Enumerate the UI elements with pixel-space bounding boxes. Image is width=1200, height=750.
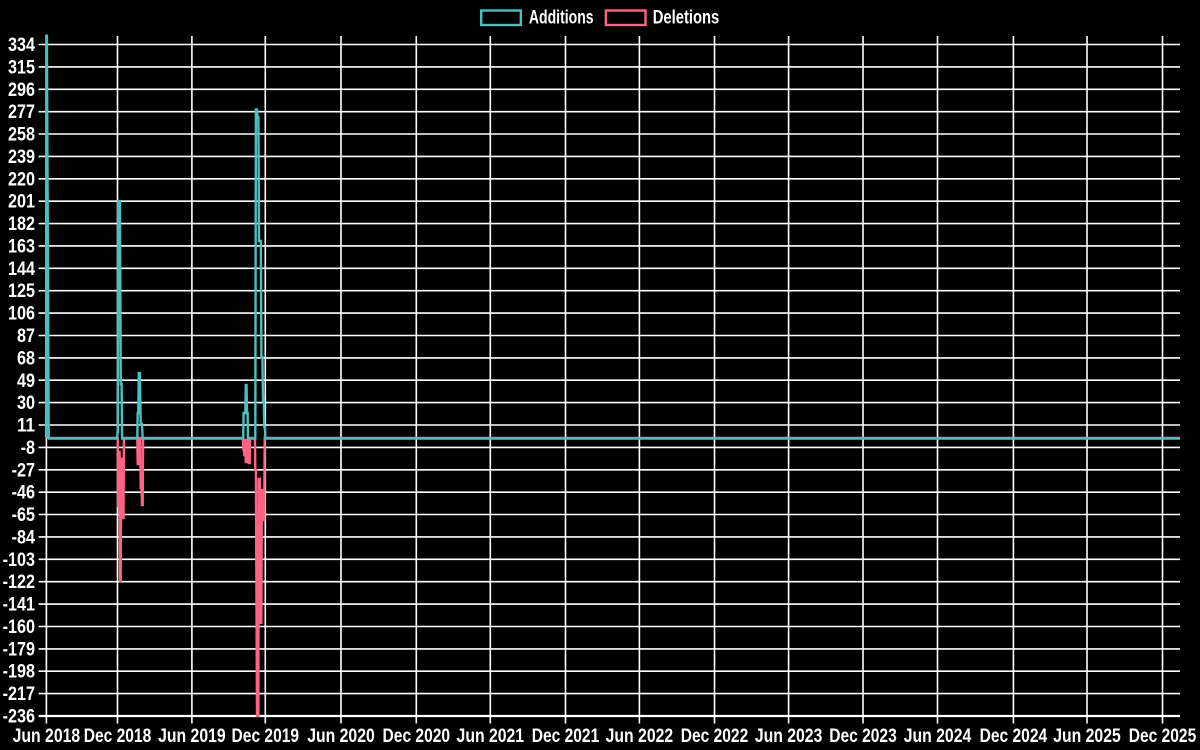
svg-text:125: 125 (8, 281, 35, 302)
svg-text:Deletions: Deletions (653, 8, 720, 29)
svg-text:239: 239 (8, 147, 35, 168)
svg-text:Jun 2022: Jun 2022 (606, 726, 674, 747)
svg-text:144: 144 (8, 259, 35, 280)
svg-text:296: 296 (8, 80, 35, 101)
svg-text:258: 258 (8, 125, 35, 146)
svg-text:Jun 2024: Jun 2024 (904, 726, 972, 747)
svg-text:-198: -198 (3, 662, 35, 683)
svg-text:Jun 2018: Jun 2018 (13, 726, 81, 747)
svg-text:-65: -65 (12, 505, 36, 526)
svg-text:Jun 2019: Jun 2019 (158, 726, 226, 747)
svg-text:163: 163 (8, 236, 35, 257)
svg-text:106: 106 (8, 304, 35, 325)
svg-text:-46: -46 (12, 483, 35, 504)
svg-text:Dec 2019: Dec 2019 (232, 726, 300, 747)
svg-text:-84: -84 (12, 527, 36, 548)
svg-text:Jun 2025: Jun 2025 (1053, 726, 1121, 747)
svg-text:Dec 2024: Dec 2024 (980, 726, 1048, 747)
svg-text:-103: -103 (3, 550, 35, 571)
svg-text:-122: -122 (3, 572, 35, 593)
svg-text:Jun 2020: Jun 2020 (307, 726, 375, 747)
svg-text:201: 201 (8, 192, 35, 213)
svg-text:Dec 2020: Dec 2020 (383, 726, 451, 747)
svg-text:-27: -27 (12, 460, 35, 481)
svg-text:182: 182 (8, 214, 35, 235)
svg-text:-160: -160 (3, 617, 35, 638)
svg-text:Jun 2023: Jun 2023 (755, 726, 823, 747)
svg-text:-236: -236 (3, 707, 35, 728)
svg-text:-179: -179 (3, 639, 35, 660)
svg-text:Dec 2022: Dec 2022 (681, 726, 749, 747)
svg-text:Dec 2021: Dec 2021 (532, 726, 600, 747)
svg-text:315: 315 (8, 57, 35, 78)
svg-text:-141: -141 (3, 595, 36, 616)
svg-text:334: 334 (8, 35, 35, 56)
svg-text:68: 68 (17, 348, 35, 369)
svg-text:277: 277 (8, 102, 35, 123)
svg-text:Dec 2023: Dec 2023 (829, 726, 897, 747)
svg-text:11: 11 (17, 416, 35, 437)
svg-text:49: 49 (17, 371, 35, 392)
svg-text:Jun 2021: Jun 2021 (457, 726, 525, 747)
svg-text:Dec 2025: Dec 2025 (1129, 726, 1197, 747)
svg-text:87: 87 (17, 326, 35, 347)
svg-text:Additions: Additions (529, 8, 594, 29)
svg-text:-8: -8 (21, 438, 35, 459)
svg-text:-217: -217 (3, 684, 35, 705)
svg-text:30: 30 (17, 393, 35, 414)
svg-text:220: 220 (8, 169, 35, 190)
svg-text:Dec 2018: Dec 2018 (84, 726, 152, 747)
